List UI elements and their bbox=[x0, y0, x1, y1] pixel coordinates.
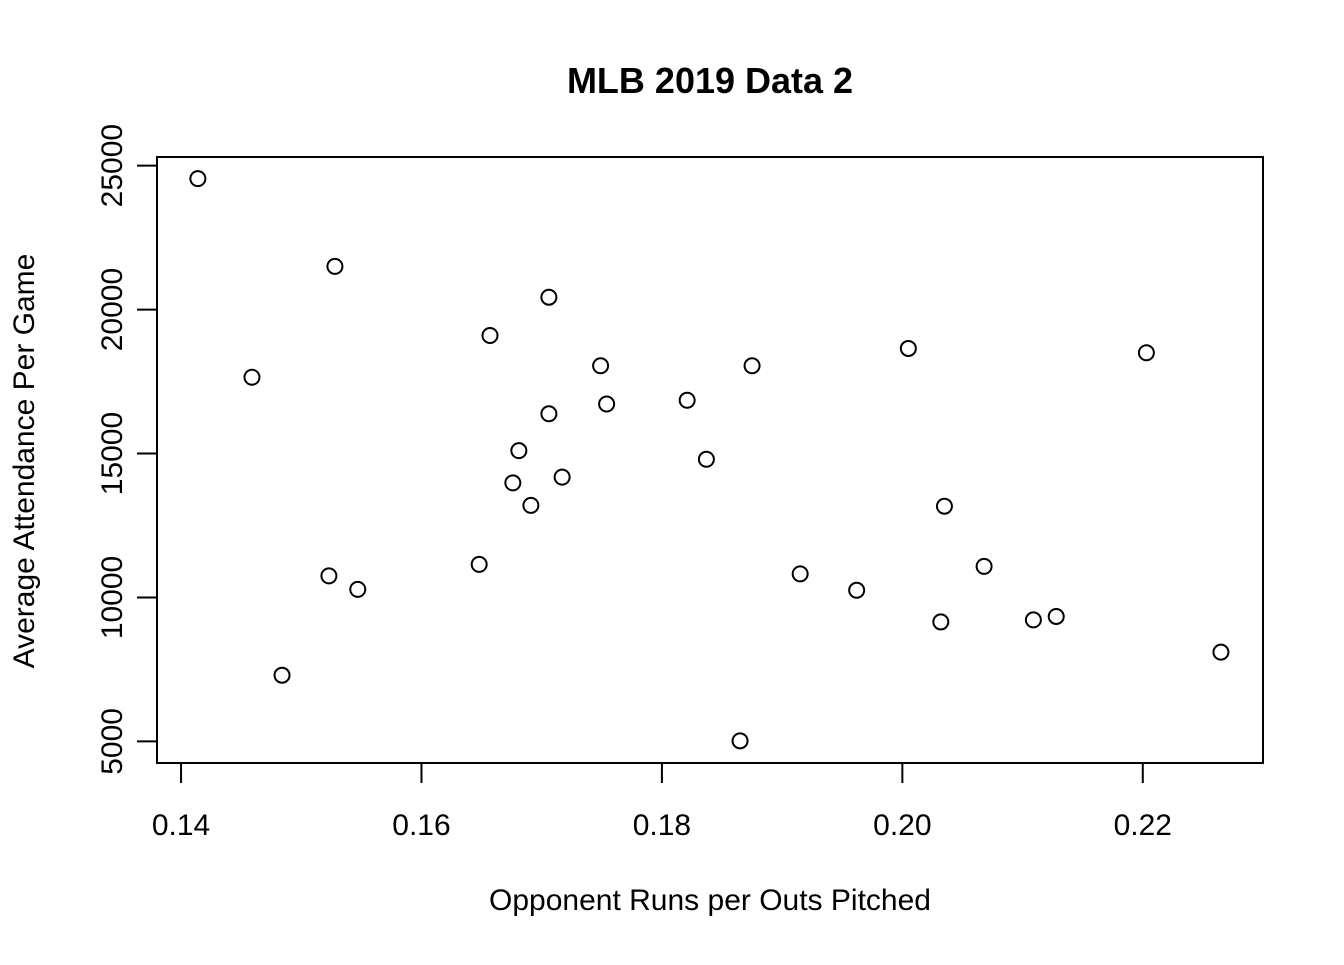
x-tick-label: 0.20 bbox=[873, 809, 931, 842]
data-point bbox=[791, 565, 809, 583]
x-axis-label: Opponent Runs per Outs Pitched bbox=[489, 884, 931, 917]
data-point bbox=[189, 170, 207, 188]
data-point bbox=[975, 557, 993, 575]
data-point bbox=[504, 474, 522, 492]
data-point bbox=[273, 666, 291, 684]
data-point bbox=[243, 368, 261, 386]
data-point bbox=[899, 339, 917, 357]
data-point bbox=[540, 288, 558, 306]
data-point bbox=[848, 581, 866, 599]
plot-frame bbox=[156, 156, 1264, 764]
data-point bbox=[697, 450, 715, 468]
data-point bbox=[743, 357, 761, 375]
y-tick-label: 25000 bbox=[96, 124, 129, 207]
data-point bbox=[935, 497, 953, 515]
y-tick-label: 10000 bbox=[96, 556, 129, 639]
x-tick-label: 0.22 bbox=[1114, 809, 1172, 842]
x-tick-label: 0.18 bbox=[633, 809, 691, 842]
data-point bbox=[510, 442, 528, 460]
data-point bbox=[932, 613, 950, 631]
data-point bbox=[470, 555, 488, 573]
y-axis-label: Average Attendance Per Game bbox=[8, 254, 41, 669]
x-axis: 0.14 0.16 0.18 0.20 0.22 bbox=[152, 762, 1172, 842]
data-point bbox=[1047, 607, 1065, 625]
chart-title: MLB 2019 Data 2 bbox=[567, 60, 853, 101]
data-point bbox=[1024, 611, 1042, 629]
data-points bbox=[189, 170, 1230, 750]
data-point bbox=[320, 567, 338, 585]
data-point bbox=[522, 496, 540, 514]
data-point bbox=[553, 468, 571, 486]
data-point bbox=[678, 391, 696, 409]
y-tick-label: 15000 bbox=[96, 412, 129, 495]
x-tick-label: 0.16 bbox=[392, 809, 450, 842]
data-point bbox=[481, 326, 499, 344]
data-point bbox=[540, 405, 558, 423]
x-tick-label: 0.14 bbox=[152, 809, 210, 842]
data-point bbox=[598, 395, 616, 413]
data-point bbox=[1137, 344, 1155, 362]
data-point bbox=[326, 257, 344, 275]
data-point bbox=[1212, 643, 1230, 661]
y-tick-label: 5000 bbox=[96, 708, 129, 775]
y-tick-label: 20000 bbox=[96, 268, 129, 351]
data-point bbox=[731, 732, 749, 750]
data-point bbox=[592, 357, 610, 375]
data-point bbox=[349, 580, 367, 598]
y-axis: 5000 10000 15000 20000 25000 bbox=[96, 124, 158, 775]
